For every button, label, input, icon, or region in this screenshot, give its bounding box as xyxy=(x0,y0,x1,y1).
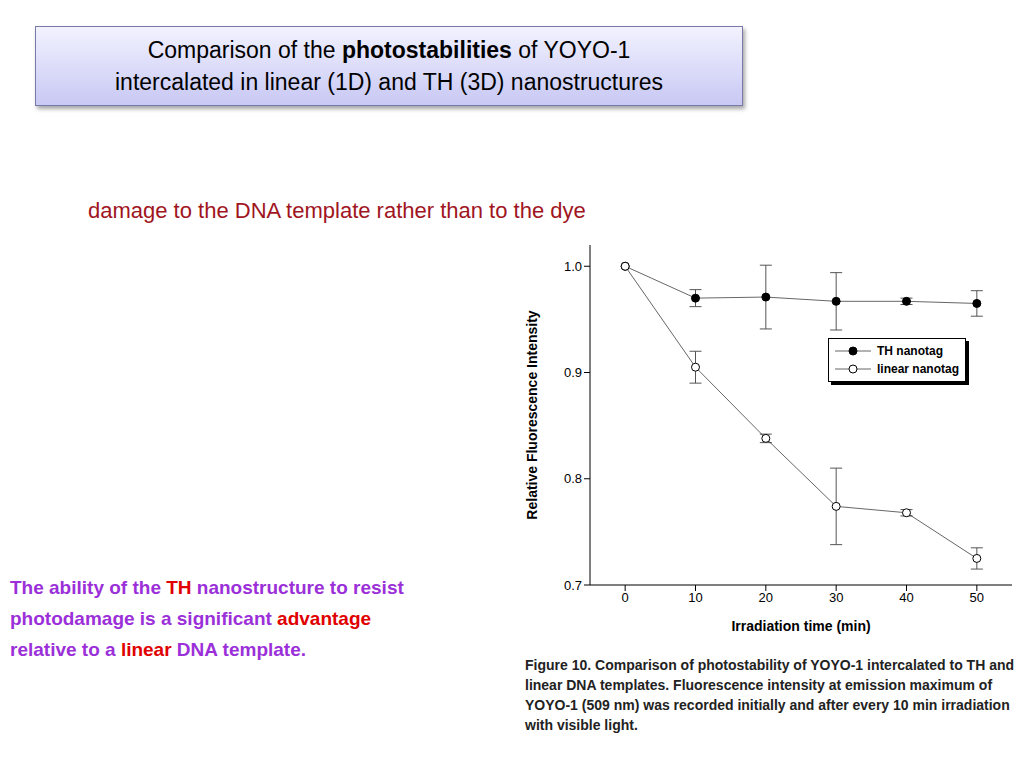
html-text:Comparison of the photostabili: Comparison of the photostabilities of YO… xyxy=(147,37,631,63)
html-text:Figure 10. Comparison of photo: Figure 10. Comparison of photostability … xyxy=(525,657,1014,733)
svg-text:0.8: 0.8 xyxy=(564,471,582,486)
svg-text:0.7: 0.7 xyxy=(564,578,582,593)
html-text:The ability of the TH nanostru: The ability of the TH nanostructure to r… xyxy=(10,577,404,598)
html-text:relative to a linear DNA templ: relative to a linear DNA template. xyxy=(10,639,306,660)
html-text:TH nanotag: TH nanotag xyxy=(877,344,943,358)
html-text:linear nanotag: linear nanotag xyxy=(877,362,959,376)
html-text:damage to the DNA template rat: damage to the DNA template rather than t… xyxy=(88,198,586,223)
svg-text:40: 40 xyxy=(899,590,913,605)
svg-text:20: 20 xyxy=(759,590,773,605)
svg-text:Relative Fluorescence Intensit: Relative Fluorescence Intensity xyxy=(524,310,540,520)
svg-text:Irradiation time (min): Irradiation time (min) xyxy=(731,618,870,634)
html-text:photodamage is a significant a: photodamage is a significant advantage xyxy=(10,608,372,629)
svg-text:30: 30 xyxy=(829,590,843,605)
svg-text:10: 10 xyxy=(688,590,702,605)
html-text:intercalated in linear (1D) an: intercalated in linear (1D) and TH (3D) … xyxy=(115,69,663,95)
svg-text:50: 50 xyxy=(970,590,984,605)
svg-text:0: 0 xyxy=(622,590,629,605)
svg-text:1.0: 1.0 xyxy=(564,259,582,274)
svg-text:0.9: 0.9 xyxy=(564,365,582,380)
